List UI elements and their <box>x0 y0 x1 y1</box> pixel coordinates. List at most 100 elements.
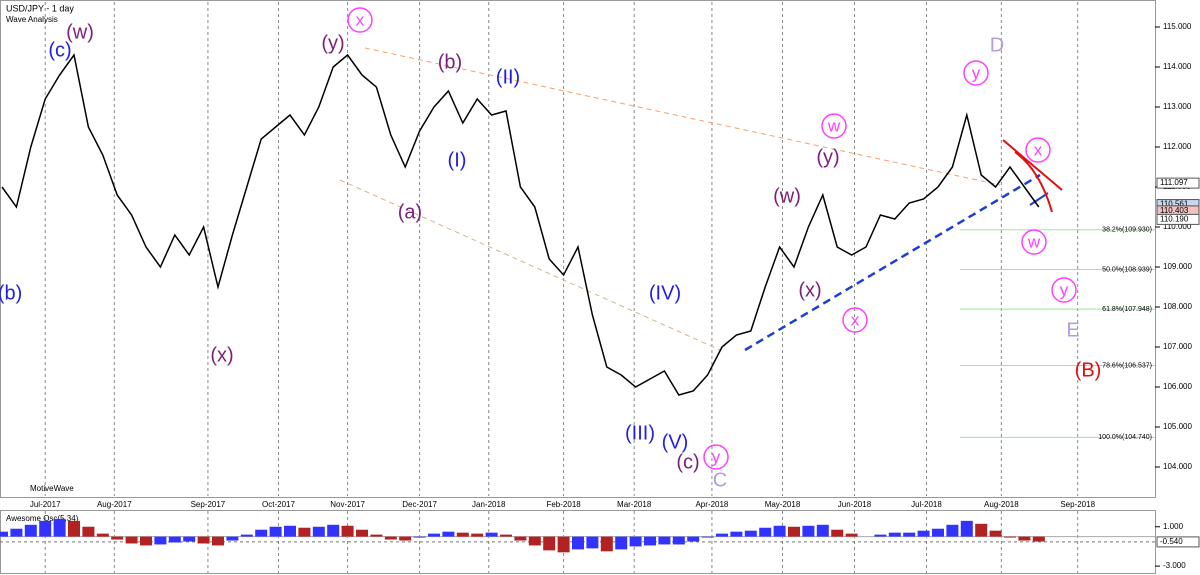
wave-label: x <box>851 310 860 329</box>
wave-label: (c) <box>676 451 699 473</box>
osc-bar <box>10 528 23 537</box>
wave-label: C <box>713 469 727 491</box>
osc-bar <box>773 525 786 537</box>
y-tick-label: 109.000 <box>1163 262 1192 271</box>
osc-bar <box>586 536 599 549</box>
price-marker-label: 110.403 <box>1160 206 1189 215</box>
osc-bar <box>168 536 181 543</box>
osc-bar <box>644 536 656 546</box>
wave-label: (c) <box>48 39 71 61</box>
trendline <box>1029 192 1049 206</box>
osc-bar <box>24 524 37 537</box>
osc-bar <box>327 524 340 537</box>
price-marker-label: 110.561 <box>1160 200 1189 209</box>
osc-bar <box>759 527 772 537</box>
osc-bar <box>341 525 354 537</box>
wave-label: (b) <box>438 51 462 73</box>
price-marker-label: 110.190 <box>1160 215 1189 224</box>
wave-label: x <box>1034 140 1043 159</box>
osc-bar <box>788 526 800 537</box>
osc-bar <box>658 536 671 545</box>
osc-bar <box>629 536 642 547</box>
osc-bar <box>845 533 858 537</box>
main-panel <box>0 0 1156 498</box>
fib-label: 50.0%(108.939) <box>1102 266 1152 273</box>
osc-bar <box>183 536 196 542</box>
osc-bar <box>874 534 887 537</box>
wave-circle <box>963 60 989 86</box>
osc-bar <box>528 536 541 546</box>
osc-bar <box>82 526 95 537</box>
x-tick-label: Nov-2017 <box>330 500 365 509</box>
osc-bar <box>932 528 944 537</box>
y-tick-label: 106.000 <box>1163 382 1192 391</box>
wave-label: D <box>990 34 1004 56</box>
y-tick-label: -3.000 <box>1163 561 1186 570</box>
osc-title: Awesome Osc(5,34) <box>6 514 79 523</box>
x-tick-label: Dec-2017 <box>402 500 437 509</box>
y-tick-label: 110.000 <box>1163 222 1192 231</box>
wave-label: w <box>1027 232 1041 251</box>
osc-bar <box>543 536 556 551</box>
y-tick-label: 113.000 <box>1163 102 1192 111</box>
channel-line <box>339 179 721 351</box>
osc-bar <box>140 536 152 546</box>
osc-bar <box>0 531 8 537</box>
osc-bar <box>557 536 570 553</box>
y-tick-label: 1.000 <box>1163 522 1184 531</box>
wave-label: y <box>712 447 721 466</box>
osc-bar <box>226 536 239 541</box>
osc-bar <box>68 520 80 537</box>
chart-title: USD/JPY - 1 day <box>6 3 74 13</box>
osc-bar <box>672 536 685 545</box>
y-tick-label: 112.000 <box>1163 142 1192 151</box>
osc-bar <box>255 529 268 537</box>
osc-bar <box>240 534 253 537</box>
x-tick-label: Jul-2017 <box>30 500 61 509</box>
wave-label: (IV) <box>649 282 681 304</box>
y-tick-label: 115.000 <box>1163 22 1192 31</box>
wave-label: (y) <box>816 146 839 168</box>
osc-bar <box>701 536 714 538</box>
wave-label: E <box>1066 319 1079 341</box>
osc-bar <box>154 536 167 545</box>
osc-bar <box>456 532 469 537</box>
wave-label: (a) <box>398 201 422 223</box>
y-tick-label: 105.000 <box>1163 422 1192 431</box>
channel-line <box>364 47 1001 186</box>
osc-bar <box>802 525 815 537</box>
wave-circle <box>1051 277 1077 303</box>
osc-bar <box>399 536 412 541</box>
osc-bar <box>298 527 311 537</box>
wave-circle <box>821 113 847 139</box>
osc-bar <box>917 530 930 537</box>
osc-bar <box>572 536 584 550</box>
osc-bar <box>269 526 282 537</box>
osc-bar <box>744 530 757 537</box>
y-tick-label: 114.000 <box>1163 62 1192 71</box>
osc-bar <box>471 533 484 537</box>
x-tick-label: Sep-2018 <box>1060 500 1095 509</box>
price-marker <box>1156 213 1200 225</box>
osc-bar <box>946 524 959 537</box>
osc-bar <box>53 518 66 537</box>
osc-bar <box>831 529 844 537</box>
osc-bar <box>370 534 383 537</box>
chart-subtitle: Wave Analysis <box>6 15 58 24</box>
osc-bar <box>903 532 916 537</box>
wave-label: (w) <box>66 21 94 43</box>
osc-bar <box>111 536 124 540</box>
osc-bar <box>687 536 700 542</box>
x-tick-label: Jan-2018 <box>472 500 506 509</box>
wave-label: (y) <box>321 32 344 54</box>
osc-bar <box>312 526 325 537</box>
red-curve <box>1014 151 1053 213</box>
osc-bar <box>500 534 512 537</box>
osc-bar <box>1018 536 1031 541</box>
osc-bar <box>960 520 973 537</box>
price-line <box>1 53 1040 396</box>
osc-bar <box>716 533 728 537</box>
x-tick-label: May-2018 <box>765 500 801 509</box>
osc-bar <box>600 536 613 552</box>
